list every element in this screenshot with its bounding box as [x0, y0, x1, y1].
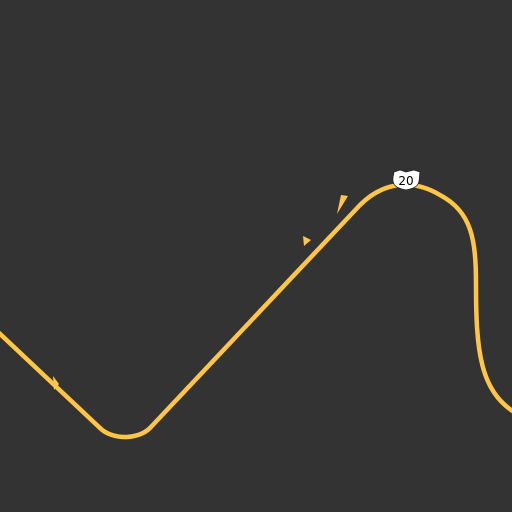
direction-arrow-2	[303, 236, 311, 246]
arrow-icon	[53, 376, 59, 390]
us-highway-shield-icon	[392, 169, 421, 191]
direction-arrow-1	[53, 376, 59, 390]
arrow-icon	[337, 195, 348, 214]
direction-arrow-3	[337, 195, 348, 214]
arrow-icon	[303, 236, 311, 246]
highway-road	[0, 182, 512, 440]
route-number: 20	[398, 174, 413, 188]
route-shield[interactable]: 20	[392, 169, 421, 191]
